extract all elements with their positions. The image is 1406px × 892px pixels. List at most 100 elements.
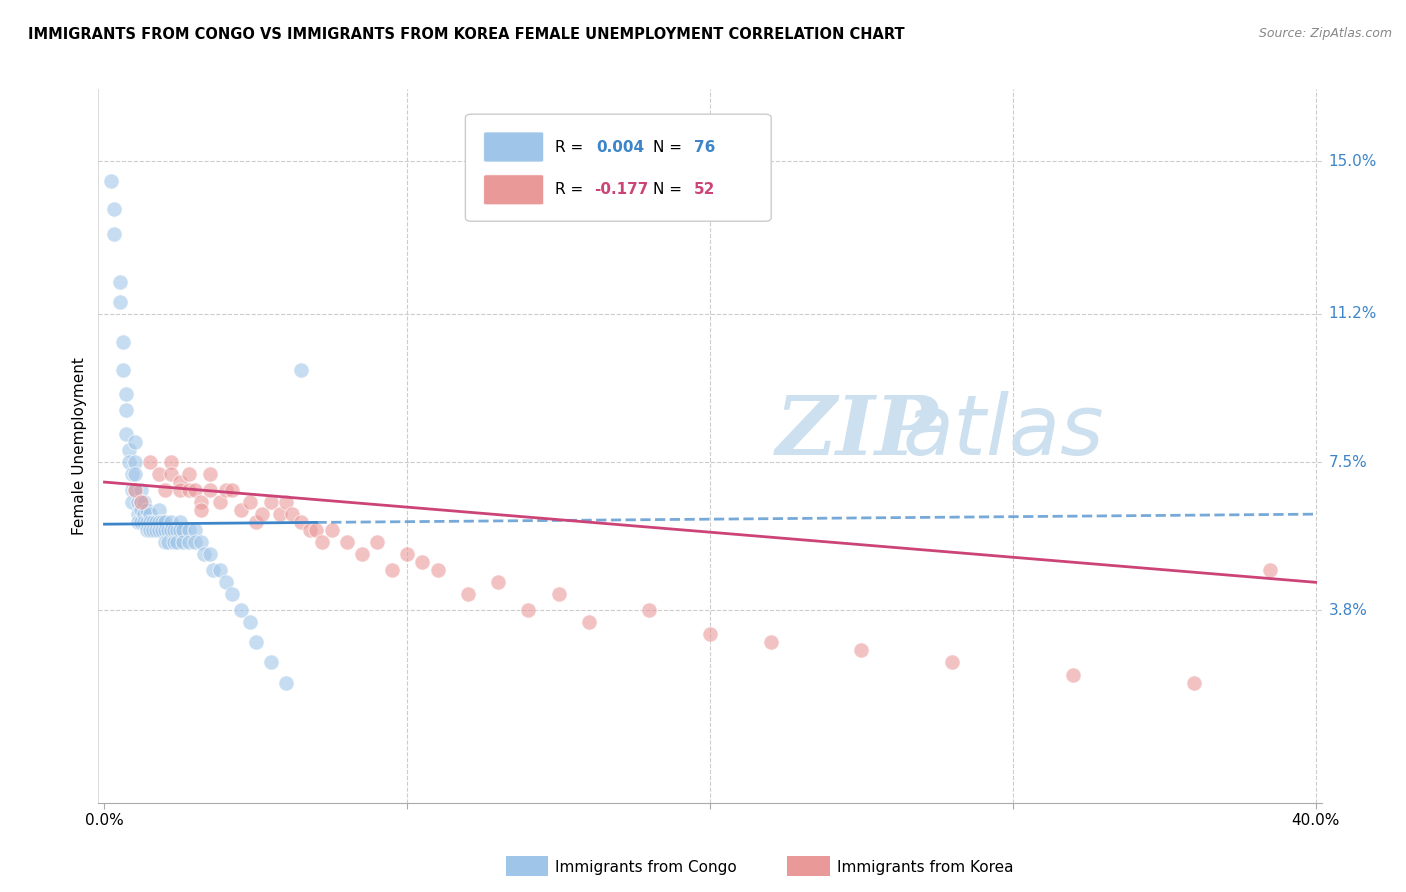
Point — [135, 515, 157, 529]
Point — [305, 523, 328, 537]
Point — [121, 467, 143, 481]
Point — [208, 563, 231, 577]
Point — [166, 535, 188, 549]
Point — [851, 643, 873, 657]
Point — [239, 615, 262, 630]
Point — [163, 535, 186, 549]
Point — [135, 503, 157, 517]
Point — [129, 515, 152, 529]
Point — [276, 675, 298, 690]
FancyBboxPatch shape — [484, 175, 544, 205]
Text: 76: 76 — [695, 139, 716, 154]
Point — [150, 523, 173, 537]
FancyBboxPatch shape — [465, 114, 772, 221]
Point — [124, 455, 146, 469]
Point — [111, 363, 134, 377]
Point — [1258, 563, 1281, 577]
Point — [124, 435, 146, 450]
Point — [153, 483, 176, 497]
Point — [160, 515, 183, 529]
Point — [148, 523, 170, 537]
Point — [193, 547, 215, 561]
Point — [381, 563, 404, 577]
Point — [299, 523, 322, 537]
Point — [638, 603, 661, 617]
Point — [114, 403, 136, 417]
Point — [118, 455, 141, 469]
Point — [132, 515, 155, 529]
Point — [276, 495, 298, 509]
Point — [290, 363, 312, 377]
Point — [366, 535, 388, 549]
Point — [103, 227, 125, 241]
Point — [142, 523, 165, 537]
Point — [208, 495, 231, 509]
Point — [118, 442, 141, 457]
Point — [699, 627, 721, 641]
Point — [200, 483, 222, 497]
Point — [145, 515, 167, 529]
Point — [245, 635, 267, 649]
Point — [169, 483, 191, 497]
Point — [245, 515, 267, 529]
Point — [160, 455, 183, 469]
Point — [179, 523, 201, 537]
Point — [129, 495, 152, 509]
Point — [214, 575, 236, 590]
Point — [179, 467, 201, 481]
Point — [129, 503, 152, 517]
Point — [1184, 675, 1206, 690]
Point — [321, 523, 343, 537]
Point — [172, 535, 194, 549]
Point — [396, 547, 419, 561]
Point — [200, 467, 222, 481]
Point — [148, 515, 170, 529]
Point — [157, 535, 180, 549]
Text: Immigrants from Congo: Immigrants from Congo — [555, 860, 737, 874]
Point — [114, 387, 136, 401]
Point — [129, 495, 152, 509]
Point — [184, 535, 207, 549]
Point — [139, 523, 162, 537]
Point — [221, 587, 243, 601]
Point — [1062, 667, 1084, 681]
Point — [166, 523, 188, 537]
Text: R =: R = — [555, 139, 588, 154]
Point — [250, 507, 273, 521]
Point — [260, 656, 283, 670]
Point — [169, 515, 191, 529]
Point — [311, 535, 333, 549]
Point — [142, 515, 165, 529]
Point — [132, 495, 155, 509]
Text: Immigrants from Korea: Immigrants from Korea — [837, 860, 1014, 874]
Point — [411, 555, 433, 569]
Point — [153, 535, 176, 549]
Text: ZIP: ZIP — [776, 392, 938, 472]
Point — [150, 515, 173, 529]
Point — [124, 467, 146, 481]
Point — [221, 483, 243, 497]
Point — [129, 483, 152, 497]
Point — [759, 635, 782, 649]
Point — [139, 455, 162, 469]
Text: Source: ZipAtlas.com: Source: ZipAtlas.com — [1258, 27, 1392, 40]
Point — [281, 507, 304, 521]
Point — [350, 547, 373, 561]
Point — [121, 483, 143, 497]
Point — [153, 523, 176, 537]
Point — [121, 495, 143, 509]
Text: R =: R = — [555, 182, 588, 197]
Text: 0.004: 0.004 — [596, 139, 644, 154]
Point — [426, 563, 449, 577]
Point — [127, 507, 149, 521]
Point — [336, 535, 359, 549]
Point — [111, 334, 134, 349]
Text: atlas: atlas — [903, 392, 1105, 472]
Point — [269, 507, 291, 521]
Point — [486, 575, 509, 590]
Text: 7.5%: 7.5% — [1329, 455, 1367, 469]
Point — [190, 495, 212, 509]
Point — [163, 523, 186, 537]
Point — [139, 515, 162, 529]
Point — [153, 515, 176, 529]
